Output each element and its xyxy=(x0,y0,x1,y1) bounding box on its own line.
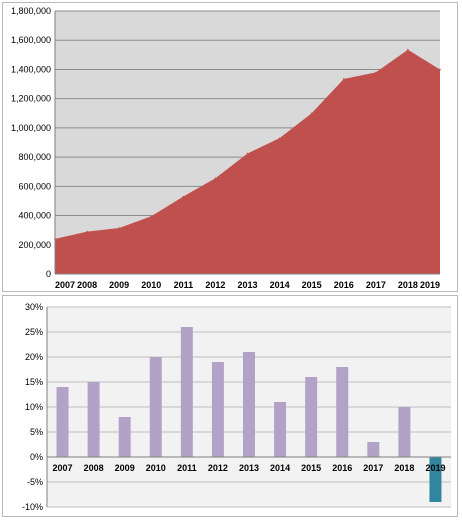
x-tick-label: 2013 xyxy=(239,463,259,473)
y-tick-label: 1,000,000 xyxy=(11,123,51,133)
y-tick-label: 200,000 xyxy=(18,240,51,250)
y-tick-label: 0 xyxy=(46,269,51,279)
data-point xyxy=(150,215,153,218)
bar xyxy=(243,352,255,457)
bar xyxy=(274,402,287,457)
y-tick-label: 1,800,000 xyxy=(11,6,51,16)
bar xyxy=(429,457,442,502)
x-tick-label: 2013 xyxy=(237,280,257,290)
bar xyxy=(118,417,131,457)
x-tick-label: 2007 xyxy=(55,280,75,290)
bar-chart-panel: 30% 25% 20% 15% 10% 5% 0% -5% -10% 2007 2008 2009 20… xyxy=(2,295,458,517)
bar xyxy=(56,387,69,457)
x-tick-label: 2018 xyxy=(394,463,414,473)
x-tick-label: 2015 xyxy=(302,280,322,290)
data-point xyxy=(118,227,120,229)
y-tick-label: 0% xyxy=(30,452,43,462)
y-tick-label: 1,600,000 xyxy=(11,35,51,45)
y-tick-label: 1,200,000 xyxy=(11,94,51,104)
x-tick-label: 2019 xyxy=(420,280,440,290)
area-chart-panel: 0 200,000 400,000 600,000 800,000 1,000,000 1,… xyxy=(2,2,458,292)
x-tick-label: 2009 xyxy=(115,463,135,473)
y-tick-label: -5% xyxy=(27,477,43,487)
data-point xyxy=(375,71,377,74)
data-point xyxy=(342,78,345,80)
x-tick-label: 2010 xyxy=(146,463,166,473)
x-tick-label: 2010 xyxy=(141,280,161,290)
x-tick-label: 2016 xyxy=(334,280,354,290)
y-tick-label: 25% xyxy=(25,327,43,337)
y-tick-label: 5% xyxy=(30,427,43,437)
data-point xyxy=(246,152,249,155)
x-tick-label: 2008 xyxy=(77,280,97,290)
bar xyxy=(398,407,411,457)
y-tick-label: 600,000 xyxy=(18,181,51,191)
data-point xyxy=(407,48,409,51)
x-tick-label: 2014 xyxy=(270,463,290,473)
y-tick-label: -10% xyxy=(22,502,43,512)
data-point xyxy=(310,112,313,115)
x-tick-label: 2018 xyxy=(398,280,418,290)
y-tick-label: 15% xyxy=(25,377,43,387)
x-tick-label: 2012 xyxy=(205,280,225,290)
bar xyxy=(87,382,100,457)
x-tick-label: 2016 xyxy=(332,463,352,473)
y-tick-label: 400,000 xyxy=(18,211,51,221)
data-point xyxy=(278,137,281,139)
x-tick-label: 2015 xyxy=(301,463,321,473)
x-tick-label: 2009 xyxy=(109,280,129,290)
bar xyxy=(149,357,162,457)
area-series xyxy=(55,49,440,274)
data-point xyxy=(214,177,217,180)
data-point xyxy=(182,195,185,198)
bar xyxy=(211,362,224,457)
x-tick-label: 2008 xyxy=(84,463,104,473)
data-point xyxy=(439,68,441,71)
data-point xyxy=(86,230,88,233)
y-tick-label: 800,000 xyxy=(18,152,51,162)
bar xyxy=(305,377,318,457)
bar-chart: 30% 25% 20% 15% 10% 5% 0% -5% -10% 2007 2008 2009 20… xyxy=(22,302,451,512)
x-tick-label: 2017 xyxy=(366,280,386,290)
bar xyxy=(180,327,193,457)
bar xyxy=(367,442,380,457)
y-tick-label: 30% xyxy=(25,302,43,312)
x-tick-label: 2014 xyxy=(270,280,290,290)
x-tick-label: 2007 xyxy=(53,463,73,473)
x-tick-label: 2017 xyxy=(363,463,383,473)
bar xyxy=(336,367,349,457)
x-tick-label: 2019 xyxy=(425,463,445,473)
area-chart: 0 200,000 400,000 600,000 800,000 1,000,000 1,… xyxy=(11,6,441,290)
y-tick-label: 20% xyxy=(25,352,43,362)
x-tick-label: 2012 xyxy=(208,463,228,473)
x-tick-label: 2011 xyxy=(174,280,194,290)
x-tick-label: 2011 xyxy=(177,463,197,473)
y-tick-label: 10% xyxy=(25,402,43,412)
y-tick-label: 1,400,000 xyxy=(11,64,51,74)
